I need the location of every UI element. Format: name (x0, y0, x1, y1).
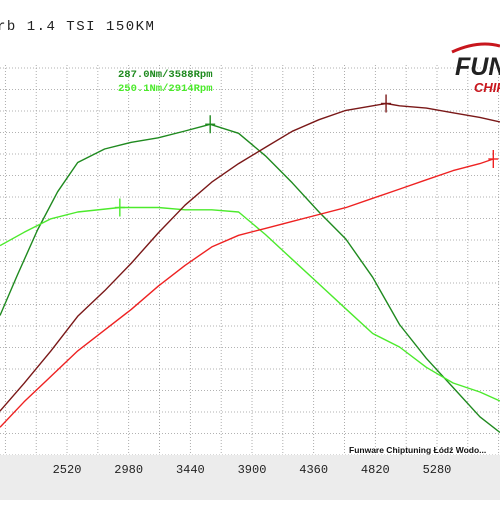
series-line-power_tuned (0, 102, 500, 412)
x-tick-label: 2520 (53, 463, 82, 477)
x-tick-label: 3440 (176, 463, 205, 477)
peak-marker-power_tuned (381, 94, 392, 113)
peak-marker-power_stock (488, 150, 499, 168)
watermark-text: Funware Chiptuning Łódź Wodo... (349, 445, 486, 455)
series-line-torque_stock (0, 206, 500, 402)
peak-annotation-torque_tuned: 287.0Nm/3588Rpm (118, 69, 213, 81)
peak-annotation-torque_stock: 250.1Nm/2914Rpm (118, 83, 213, 95)
peak-marker-torque_tuned (205, 115, 216, 134)
logo-swoosh (451, 42, 500, 54)
logo-subtext: CHIPTUNING (474, 80, 500, 95)
x-tick-label: 4360 (299, 463, 328, 477)
x-axis-strip (0, 455, 500, 500)
logo-text: FUNWARE (455, 53, 500, 81)
peak-marker-torque_stock (114, 198, 125, 217)
x-tick-label: 4820 (361, 463, 390, 477)
series-line-torque_tuned (0, 123, 500, 434)
series (0, 102, 500, 434)
chart-title: rb 1.4 TSI 150KM (0, 19, 155, 35)
annotations: 287.0Nm/3588Rpm 250.1Nm/2914Rpm (118, 69, 213, 95)
peak-markers (114, 94, 499, 217)
x-axis-ticks: 2520 2980 3440 3900 4360 4820 5280 (53, 463, 452, 477)
brand-logo: FUNWARE CHIPTUNING (451, 42, 500, 95)
x-tick-label: 2980 (114, 463, 143, 477)
x-tick-label: 5280 (423, 463, 452, 477)
x-tick-label: 3900 (238, 463, 267, 477)
series-line-power_stock (0, 158, 494, 428)
